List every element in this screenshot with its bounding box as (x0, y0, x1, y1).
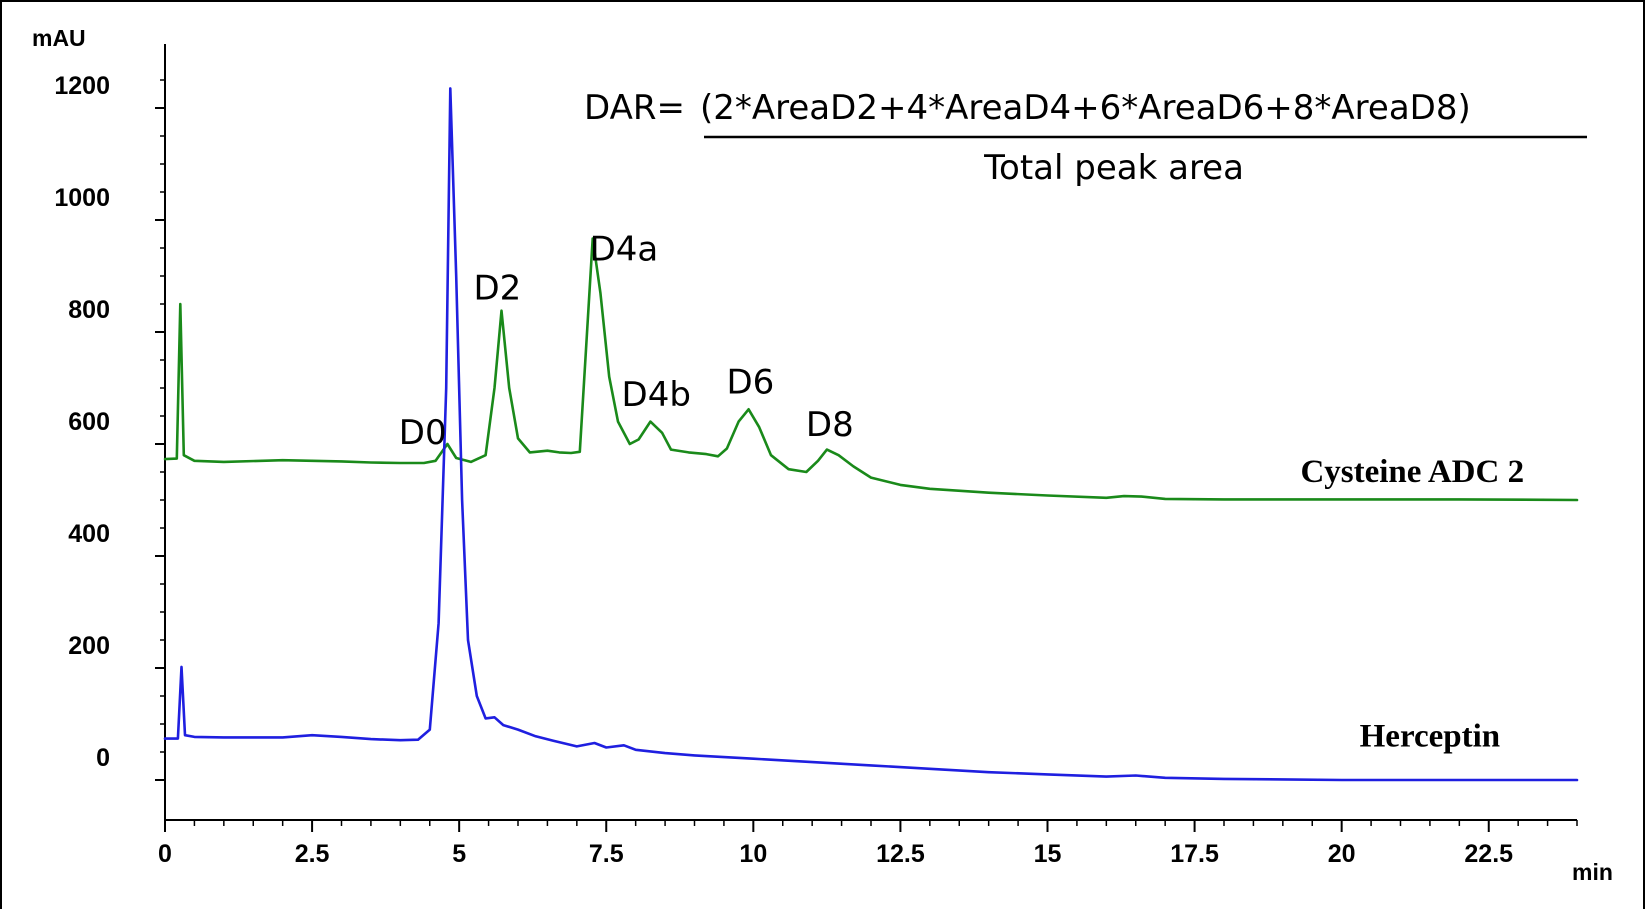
peak-label: D4a (590, 229, 659, 269)
peak-label: D4b (622, 375, 691, 415)
x-tick-label: 10 (739, 840, 767, 868)
x-axis-unit-label: min (1572, 859, 1613, 885)
y-tick-label: 200 (68, 632, 110, 660)
x-axis-ticks: 0 2.5 5 7.5 10 12.5 15 17.5 20 22.5 (158, 820, 1578, 868)
series-labels: Cysteine ADC 2 Herceptin (1300, 454, 1524, 754)
y-axis-unit-label: mAU (32, 25, 86, 51)
peak-label: D8 (806, 405, 854, 445)
peak-labels: D0 D2 D4a D4b D6 D8 (399, 229, 854, 453)
series-label: Herceptin (1360, 718, 1501, 754)
y-tick-label: 600 (68, 408, 110, 436)
x-tick-label: 2.5 (295, 840, 330, 868)
trace-herceptin (163, 87, 1579, 782)
peak-label: D2 (474, 269, 522, 309)
peak-label: D0 (399, 413, 447, 453)
y-tick-label: 800 (68, 296, 110, 324)
x-tick-label: 7.5 (589, 840, 624, 868)
x-tick-label: 17.5 (1170, 840, 1219, 868)
y-tick-label: 1200 (54, 72, 110, 100)
x-tick-label: 0 (158, 840, 172, 868)
trace-cysteine-adc-2 (163, 237, 1579, 502)
traces (163, 87, 1579, 782)
y-tick-label: 400 (68, 520, 110, 548)
x-tick-label: 5 (452, 840, 466, 868)
x-tick-label: 20 (1328, 840, 1356, 868)
formula-denominator: Total peak area (983, 148, 1244, 188)
peak-label: D6 (726, 363, 774, 403)
x-tick-label: 22.5 (1464, 840, 1513, 868)
series-label: Cysteine ADC 2 (1300, 454, 1524, 490)
y-axis-ticks: 0 200 400 600 800 1000 1200 (54, 72, 165, 781)
x-tick-label: 12.5 (876, 840, 925, 868)
axes (164, 44, 1577, 821)
formula-lhs: DAR= (584, 88, 685, 128)
dar-formula: DAR= (2*AreaD2+4*AreaD4+6*AreaD6+8*AreaD… (584, 88, 1587, 188)
x-tick-label: 15 (1034, 840, 1062, 868)
formula-numerator: (2*AreaD2+4*AreaD4+6*AreaD6+8*AreaD8) (700, 88, 1471, 128)
y-tick-label: 1000 (54, 184, 110, 212)
y-tick-label: 0 (96, 744, 110, 772)
